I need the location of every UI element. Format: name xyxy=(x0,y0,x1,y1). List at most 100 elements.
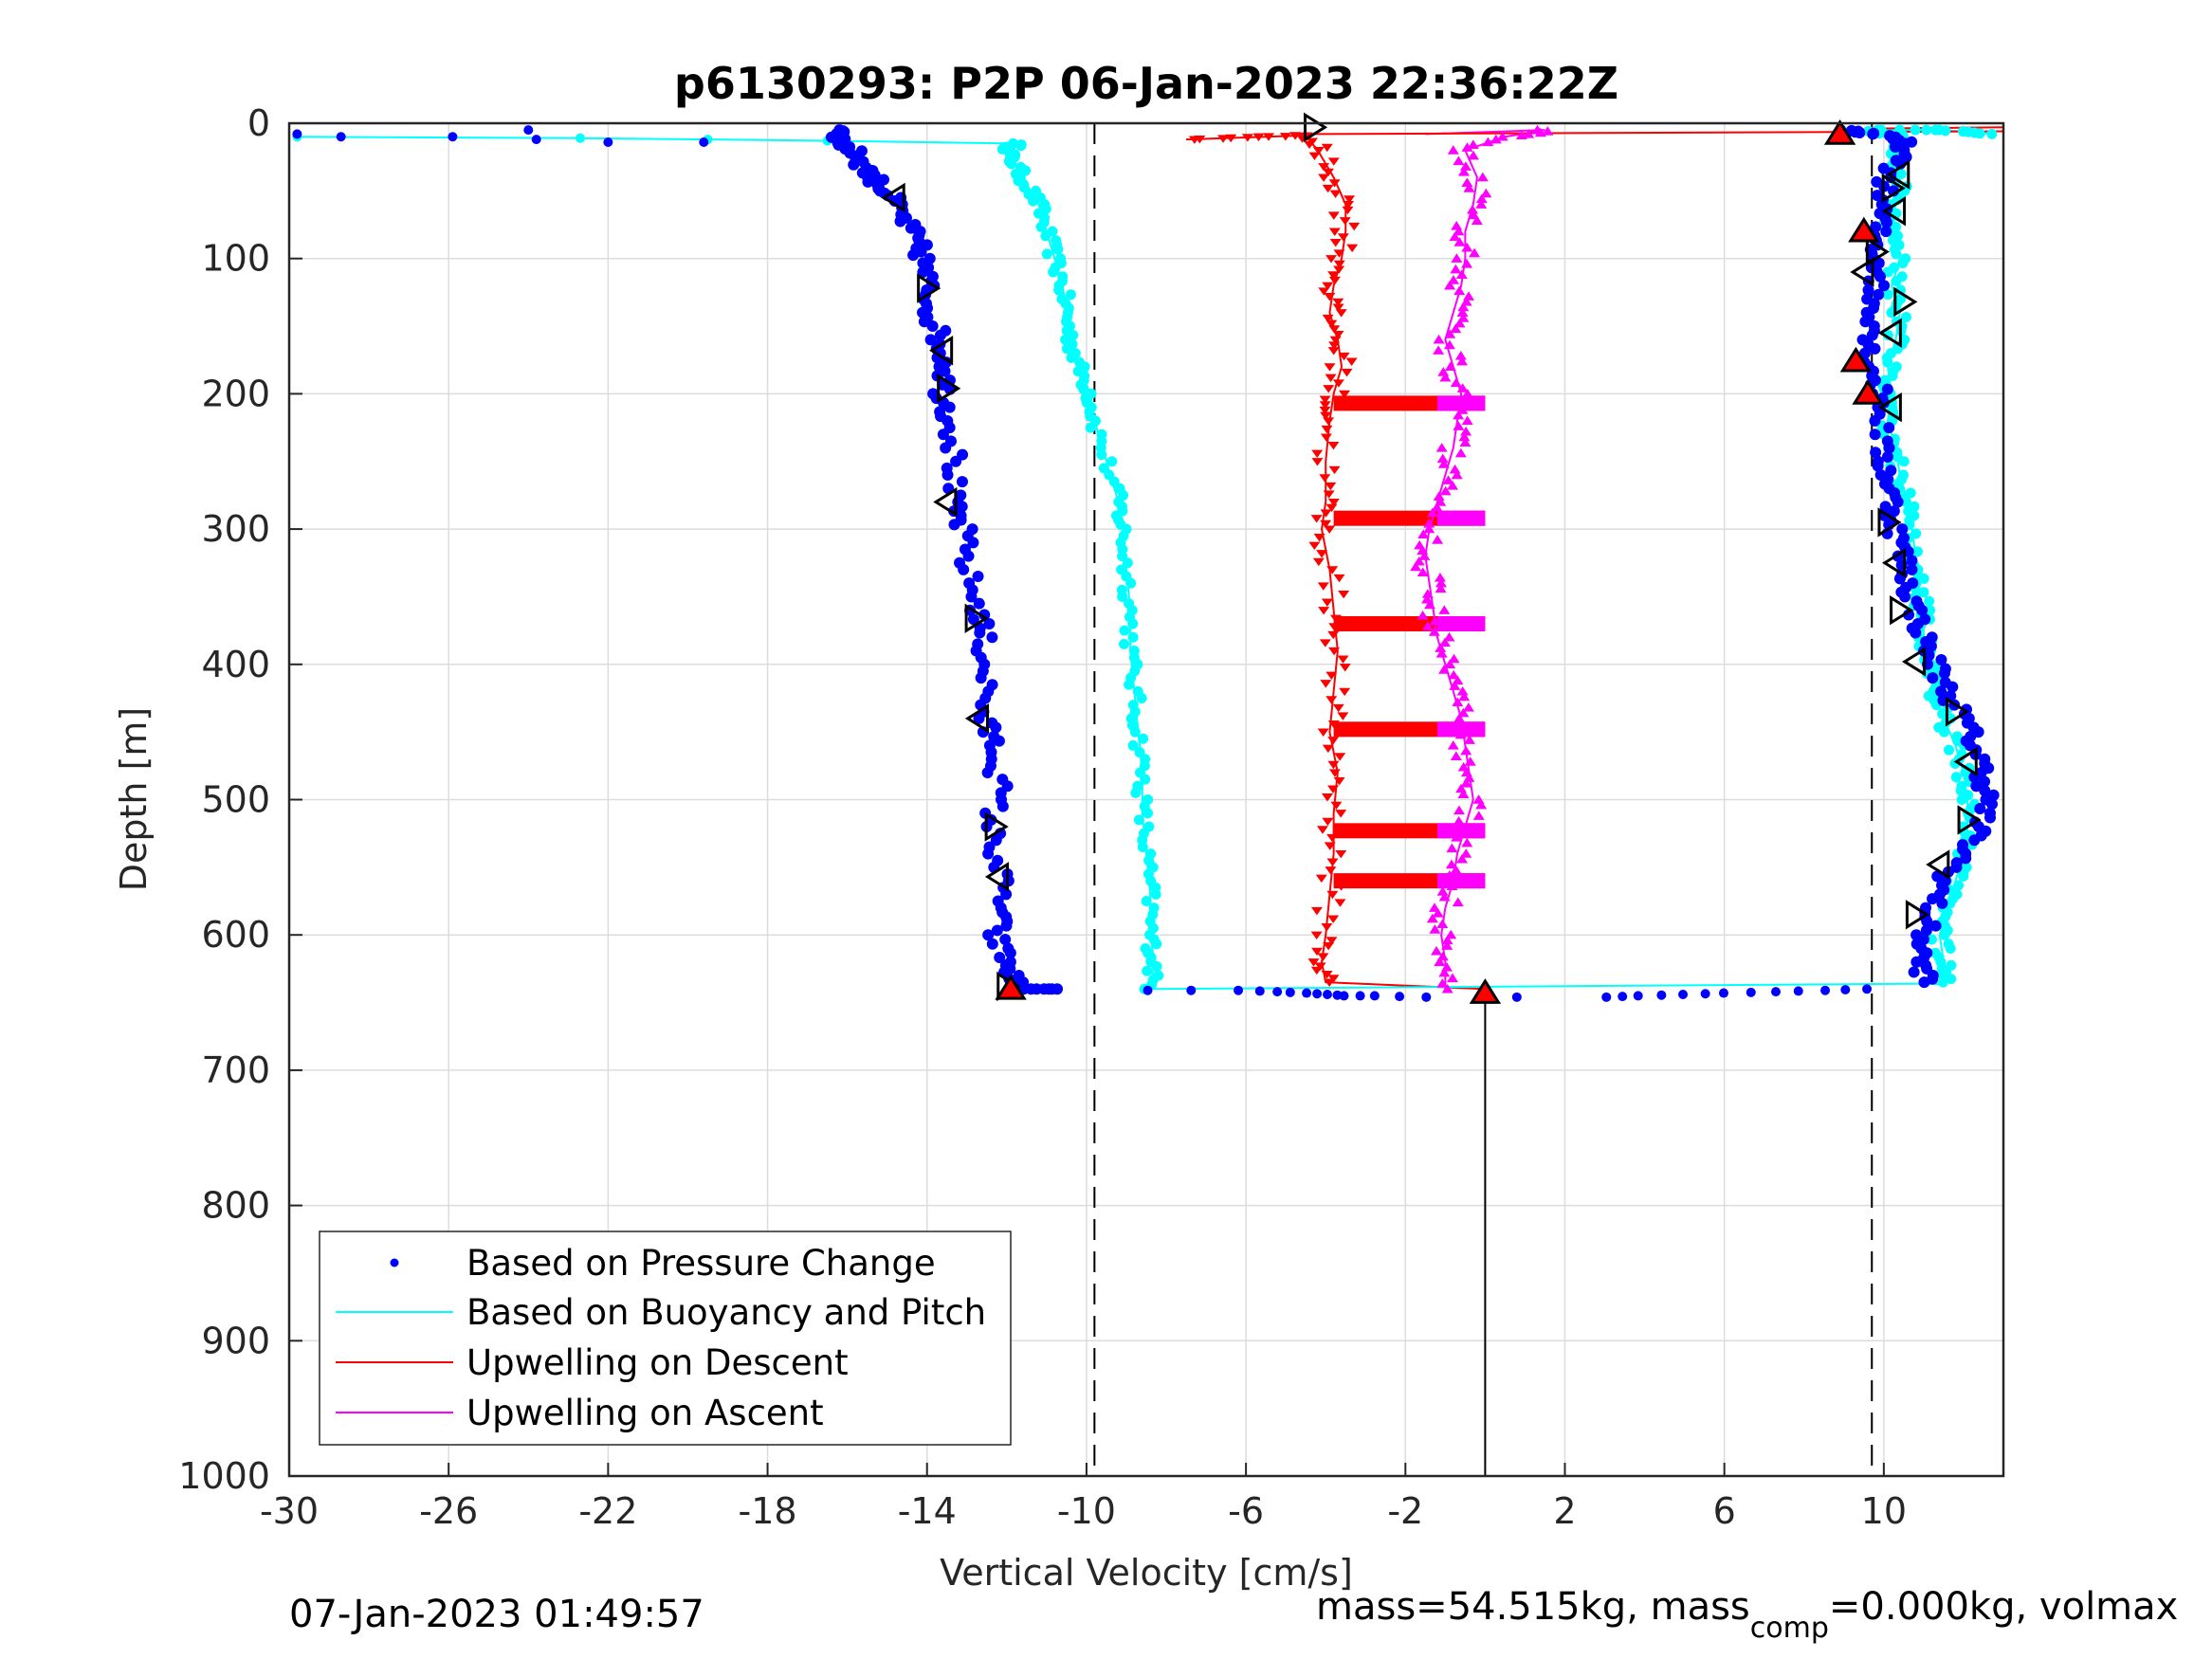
buoyancy-point xyxy=(1028,195,1039,207)
upwelling-ascent-point xyxy=(1410,561,1422,572)
upwelling-descent-point xyxy=(1333,574,1345,583)
upwelling-descent-point xyxy=(1319,406,1331,415)
pressure-point xyxy=(603,137,613,147)
upwelling-descent-point xyxy=(1326,566,1339,574)
legend-box xyxy=(319,1231,1012,1446)
pressure-point xyxy=(1899,591,1911,603)
upwelling-descent-point xyxy=(1326,858,1339,866)
pressure-point xyxy=(1935,685,1947,698)
upwelling-ascent-point xyxy=(1449,681,1461,690)
upwelling-ascent-point xyxy=(1441,983,1453,994)
pressure-point xyxy=(1916,604,1929,616)
upwelling-descent-point xyxy=(1329,336,1342,345)
upwelling-descent-point xyxy=(1225,134,1237,143)
upwelling-descent-point xyxy=(1333,260,1345,269)
upwelling-descent-point xyxy=(1339,217,1351,226)
buoyancy-point xyxy=(1951,731,1963,742)
buoyancy-point xyxy=(1065,289,1076,301)
upwelling-descent-point xyxy=(1325,503,1338,513)
legend-entry-label: Based on Pressure Change xyxy=(466,1243,936,1284)
upwelling-descent-point xyxy=(1319,639,1331,647)
pressure-point xyxy=(1869,428,1881,441)
pressure-point xyxy=(1770,987,1781,997)
upwelling-descent-point xyxy=(1322,314,1334,323)
buoyancy-point xyxy=(1891,221,1902,232)
pressure-point xyxy=(1254,986,1265,996)
pressure-point xyxy=(1910,627,1922,639)
upwelling-band xyxy=(1436,873,1486,889)
upwelling-descent-point xyxy=(1289,132,1302,140)
upwelling-descent-point xyxy=(1320,509,1332,518)
upwelling-ascent-point xyxy=(1436,978,1449,988)
buoyancy-point xyxy=(1956,780,1967,792)
pressure-point xyxy=(1968,834,1981,847)
pressure-point xyxy=(1866,329,1878,341)
buoyancy-point xyxy=(1946,959,1957,971)
pressure-point xyxy=(972,571,984,583)
buoyancy-point xyxy=(1151,960,1162,972)
event-marker xyxy=(937,373,961,404)
upwelling-ascent-point xyxy=(1437,459,1450,468)
buoyancy-point xyxy=(1053,284,1065,296)
legend-swatch-pressure xyxy=(390,1258,399,1267)
pressure-point xyxy=(1234,985,1244,995)
upwelling-ascent-point xyxy=(1475,199,1488,209)
upwelling-ascent-point xyxy=(1449,875,1461,885)
y-tick-label: 900 xyxy=(201,1320,270,1361)
pressure-point xyxy=(292,129,302,139)
buoyancy-point xyxy=(1151,939,1162,950)
upwelling-ascent-point xyxy=(1429,924,1441,934)
buoyancy-line-descent xyxy=(297,136,1156,990)
upwelling-ascent-point xyxy=(1445,929,1457,939)
upwelling-ascent-point xyxy=(1464,757,1476,766)
pressure-point xyxy=(926,320,939,333)
upwelling-ascent-point xyxy=(1457,707,1470,718)
upwelling-ascent-point xyxy=(1421,621,1434,631)
buoyancy-point xyxy=(1130,787,1142,798)
upwelling-descent-point xyxy=(1322,744,1334,754)
pressure-point xyxy=(1004,947,1016,959)
upwelling-descent-point xyxy=(1318,163,1330,172)
pressure-point xyxy=(1888,505,1900,518)
upwelling-descent-point xyxy=(1316,826,1328,834)
pressure-point xyxy=(1927,672,1939,684)
upwelling-descent-point xyxy=(1325,374,1337,383)
upwelling-ascent-point xyxy=(1423,518,1435,528)
event-marker xyxy=(881,182,905,213)
buoyancy-point xyxy=(1136,692,1147,703)
upwelling-ascent-point xyxy=(1542,126,1554,136)
timestamp: 07-Jan-2023 01:49:57 xyxy=(289,1593,704,1636)
event-marker xyxy=(964,703,990,734)
pressure-point xyxy=(1862,283,1874,296)
y-tick-label: 400 xyxy=(201,644,270,685)
pressure-point xyxy=(975,672,987,684)
pressure-point xyxy=(986,631,998,644)
upwelling-descent-point xyxy=(1310,966,1323,975)
upwelling-descent-point xyxy=(1342,206,1354,215)
event-marker xyxy=(995,974,1027,1000)
upwelling-ascent-point xyxy=(1453,410,1465,420)
upwelling-descent-point xyxy=(1328,465,1341,475)
upwelling-ascent-point xyxy=(1463,291,1475,301)
pressure-point xyxy=(699,137,709,147)
event-marker xyxy=(1881,173,1906,204)
upwelling-ascent-point xyxy=(1455,783,1468,793)
pressure-point xyxy=(983,617,996,629)
upwelling-descent-point xyxy=(1321,923,1333,932)
pressure-point xyxy=(1793,986,1803,996)
upwelling-ascent-point xyxy=(1475,193,1488,204)
upwelling-descent-point xyxy=(1311,458,1324,466)
upwelling-descent-point xyxy=(1328,179,1341,188)
upwelling-ascent-point xyxy=(1456,853,1469,864)
pressure-point xyxy=(1881,450,1893,463)
upwelling-descent-point xyxy=(1338,390,1350,399)
pressure-point xyxy=(1656,990,1667,1000)
upwelling-ascent-point xyxy=(1435,643,1447,652)
event-marker xyxy=(1890,595,1914,626)
upwelling-ascent-point xyxy=(1447,145,1459,155)
pressure-point xyxy=(1862,984,1873,994)
upwelling-descent-point xyxy=(1327,211,1340,220)
pressure-point xyxy=(1881,383,1893,395)
upwelling-ascent-point xyxy=(1447,973,1459,983)
upwelling-ascent-point xyxy=(1453,827,1465,836)
